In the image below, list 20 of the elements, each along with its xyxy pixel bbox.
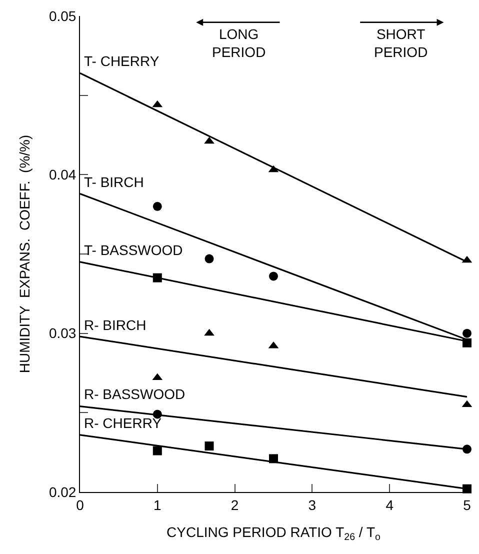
- x-tick-label: 0: [76, 496, 84, 513]
- x-tick-label: 1: [154, 496, 162, 513]
- series-label: T- BASSWOOD: [84, 242, 183, 258]
- series-label: R- BIRCH: [84, 317, 146, 333]
- y-axis-title: HUMIDITY EXPANS. COEFF. (%/%): [16, 134, 33, 374]
- series-label: T- BIRCH: [84, 174, 144, 190]
- annotation: SHORT PERIOD: [374, 26, 428, 60]
- y-tick-label: 0.02: [48, 484, 76, 500]
- annotation: LONG PERIOD: [212, 26, 266, 60]
- series-label: R- CHERRY: [84, 415, 162, 431]
- x-tick-label: 4: [386, 496, 394, 513]
- x-tick-label: 5: [463, 496, 472, 513]
- x-axis-title: CYCLING PERIOD RATIO T$_{26}$ / T$_{o}$: [166, 524, 382, 544]
- y-tick-label: 0.03: [48, 325, 76, 342]
- x-tick-label: 2: [230, 496, 239, 513]
- y-tick-label: 0.04: [48, 166, 76, 183]
- y-tick-label: 0.05: [48, 8, 76, 24]
- x-tick-label: 3: [308, 496, 316, 513]
- series-label: R- BASSWOOD: [84, 386, 186, 402]
- series-label: T- CHERRY: [84, 53, 160, 69]
